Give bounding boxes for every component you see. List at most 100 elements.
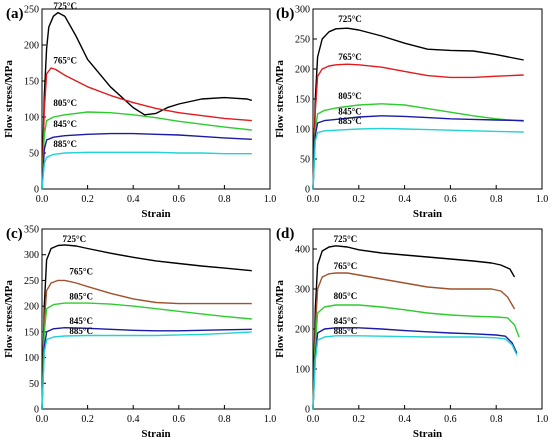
x-tick-label: 1.0 [536, 194, 549, 205]
x-tick-label: 1.0 [264, 194, 277, 205]
series-line-805 [41, 111, 252, 190]
x-tick-label: 0.8 [218, 414, 231, 425]
y-tick-label: 50 [300, 155, 310, 166]
y-tick-label: 200 [24, 41, 39, 52]
series-line-805 [312, 304, 520, 410]
x-tick-label: 0.4 [127, 194, 140, 205]
x-axis-label: Strain [141, 208, 170, 220]
y-tick-label: 0 [34, 405, 39, 416]
chart-panel-a: 0.0 0.2 0.4 0.6 0.8 1.0 0 50 100 150 200 250 Strain F… [3, 1, 276, 220]
series-line-885 [312, 335, 518, 410]
series-label-805: 805°C [334, 291, 358, 301]
series-line-725 [41, 244, 252, 410]
series-line-725 [41, 11, 253, 190]
series-label-845: 845°C [338, 107, 362, 117]
y-tick-label: 0 [34, 185, 39, 196]
series-label-725: 725°C [338, 14, 362, 24]
series-label-805: 805°C [338, 91, 362, 101]
series-line-725 [312, 27, 524, 190]
x-tick-label: 0.8 [490, 194, 503, 205]
series-label-885: 885°C [338, 116, 362, 126]
series-line-845 [312, 115, 524, 190]
series-line-805 [41, 302, 252, 410]
y-tick-label: 100 [24, 113, 39, 124]
series-label-725: 725°C [53, 1, 77, 11]
series-label-765: 765°C [338, 52, 362, 62]
series-line-845 [312, 327, 518, 410]
series-line-765 [41, 279, 252, 410]
x-tick-label: 0.4 [398, 194, 411, 205]
x-axis-label: Strain [141, 428, 170, 437]
series-label-845: 845°C [53, 119, 77, 129]
panel-label-b: (b) [276, 6, 294, 22]
series-line-885 [312, 127, 524, 190]
chart-panel-c: 0.0 0.2 0.4 0.6 0.8 1.0 0 50 100 150 200 250 300 350 S… [3, 225, 276, 437]
series-label-765: 765°C [53, 56, 77, 66]
x-tick-label: 0.2 [353, 414, 366, 425]
y-tick-label: 400 [295, 245, 310, 256]
y-tick-label: 300 [295, 5, 310, 16]
y-tick-label: 300 [24, 250, 39, 261]
chart-panel-d: 0.0 0.2 0.4 0.6 0.8 1.0 0 100 200 300 400 Strain Flo… [274, 226, 548, 437]
y-axis-label: Flow stress/MPa [274, 280, 286, 358]
y-tick-label: 0 [305, 185, 310, 196]
series-label-805: 805°C [53, 98, 77, 108]
series-label-725: 725°C [63, 234, 87, 244]
y-axis-label: Flow stress/MPa [3, 280, 15, 358]
plot-frame-c [41, 228, 271, 410]
series-line-845 [41, 132, 252, 190]
series-line-805 [312, 103, 524, 190]
series-line-765 [312, 272, 516, 410]
series-label-765: 765°C [69, 266, 93, 276]
y-tick-label: 50 [29, 149, 39, 160]
series-line-765 [312, 63, 524, 190]
y-tick-label: 200 [24, 302, 39, 313]
y-tick-label: 100 [295, 365, 310, 376]
series-line-725 [312, 245, 516, 410]
y-tick-label: 200 [295, 325, 310, 336]
y-axis-label: Flow stress/MPa [3, 60, 15, 138]
y-axis-label: Flow stress/MPa [274, 60, 286, 138]
y-tick-label: 250 [295, 35, 310, 46]
y-tick-label: 0 [305, 405, 310, 416]
x-tick-label: 0.0 [307, 414, 320, 425]
y-tick-label: 150 [24, 327, 39, 338]
x-tick-label: 1.0 [536, 414, 549, 425]
x-axis-label: Strain [413, 208, 442, 220]
x-tick-label: 0.8 [218, 194, 231, 205]
series-line-885 [41, 331, 252, 410]
y-tick-label: 250 [24, 5, 39, 16]
x-tick-label: 0.2 [81, 414, 94, 425]
x-tick-label: 0.4 [127, 414, 140, 425]
x-tick-label: 0.8 [490, 414, 503, 425]
series-label-885: 885°C [334, 326, 358, 336]
series-label-885: 885°C [53, 139, 77, 149]
x-axis-label: Strain [413, 428, 442, 437]
y-tick-label: 100 [295, 125, 310, 136]
x-tick-label: 0.4 [398, 414, 411, 425]
panel-label-c: (c) [6, 226, 23, 242]
series-label-725: 725°C [334, 234, 358, 244]
x-tick-label: 0.6 [173, 414, 186, 425]
x-tick-label: 0.6 [444, 414, 457, 425]
x-tick-label: 0.2 [81, 194, 94, 205]
series-label-845: 845°C [69, 316, 93, 326]
y-tick-label: 100 [24, 353, 39, 364]
y-tick-label: 150 [295, 95, 310, 106]
chart-panel-b: 0.0 0.2 0.4 0.6 0.8 1.0 0 50 100 150 200 250 300 Stra… [274, 5, 548, 221]
y-tick-label: 250 [24, 276, 39, 287]
y-tick-label: 300 [295, 285, 310, 296]
y-tick-label: 50 [29, 379, 39, 390]
plot-frame-d [312, 228, 543, 410]
panel-label-d: (d) [276, 226, 294, 242]
x-tick-label: 0.0 [36, 194, 49, 205]
series-label-765: 765°C [334, 261, 358, 271]
series-label-885: 885°C [69, 326, 93, 336]
series-line-885 [41, 151, 252, 190]
y-tick-label: 350 [24, 225, 39, 236]
y-tick-label: 200 [295, 65, 310, 76]
x-tick-label: 0.0 [36, 414, 49, 425]
series-line-845 [41, 327, 252, 410]
